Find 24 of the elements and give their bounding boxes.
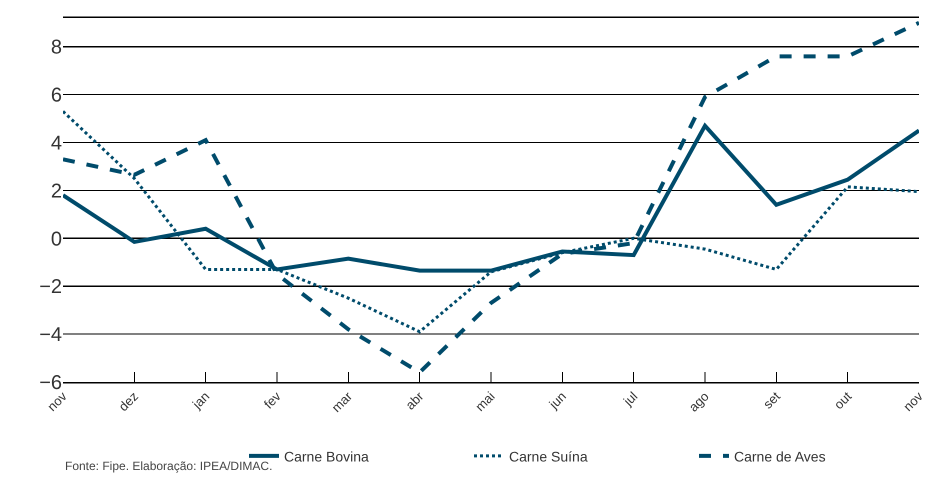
- legend-label: Carne de Aves: [734, 448, 826, 464]
- x-tick-label: mai: [472, 388, 498, 414]
- x-tick-label: out: [831, 388, 855, 412]
- x-tick-label: jun: [545, 388, 570, 412]
- y-tick-label: 0: [50, 228, 62, 250]
- y-tick-label: −4: [39, 324, 62, 346]
- x-tick-label: jan: [188, 388, 212, 412]
- line-series: [63, 20, 919, 374]
- x-tick-label: jul: [620, 388, 640, 410]
- x-tick-label: abr: [402, 388, 427, 413]
- legend-label: Carne Bovina: [284, 448, 370, 464]
- x-tick-label: nov: [900, 388, 926, 414]
- x-tick-label: set: [760, 388, 784, 412]
- legend-label: Carne Suína: [509, 448, 588, 464]
- y-tick-label: 8: [50, 36, 62, 59]
- y-tick-label: −2: [39, 276, 62, 298]
- x-tick-label: mar: [328, 388, 356, 416]
- source-note: Fonte: Fipe. Elaboração: IPEA/DIMAC.: [65, 459, 272, 473]
- x-tick-label: fev: [260, 388, 284, 412]
- y-tick-label: 4: [50, 132, 62, 155]
- y-tick-label: 2: [50, 180, 62, 202]
- x-tick-label: ago: [686, 388, 712, 415]
- x-tick-label: dez: [116, 388, 142, 414]
- y-tick-label: 6: [50, 84, 62, 107]
